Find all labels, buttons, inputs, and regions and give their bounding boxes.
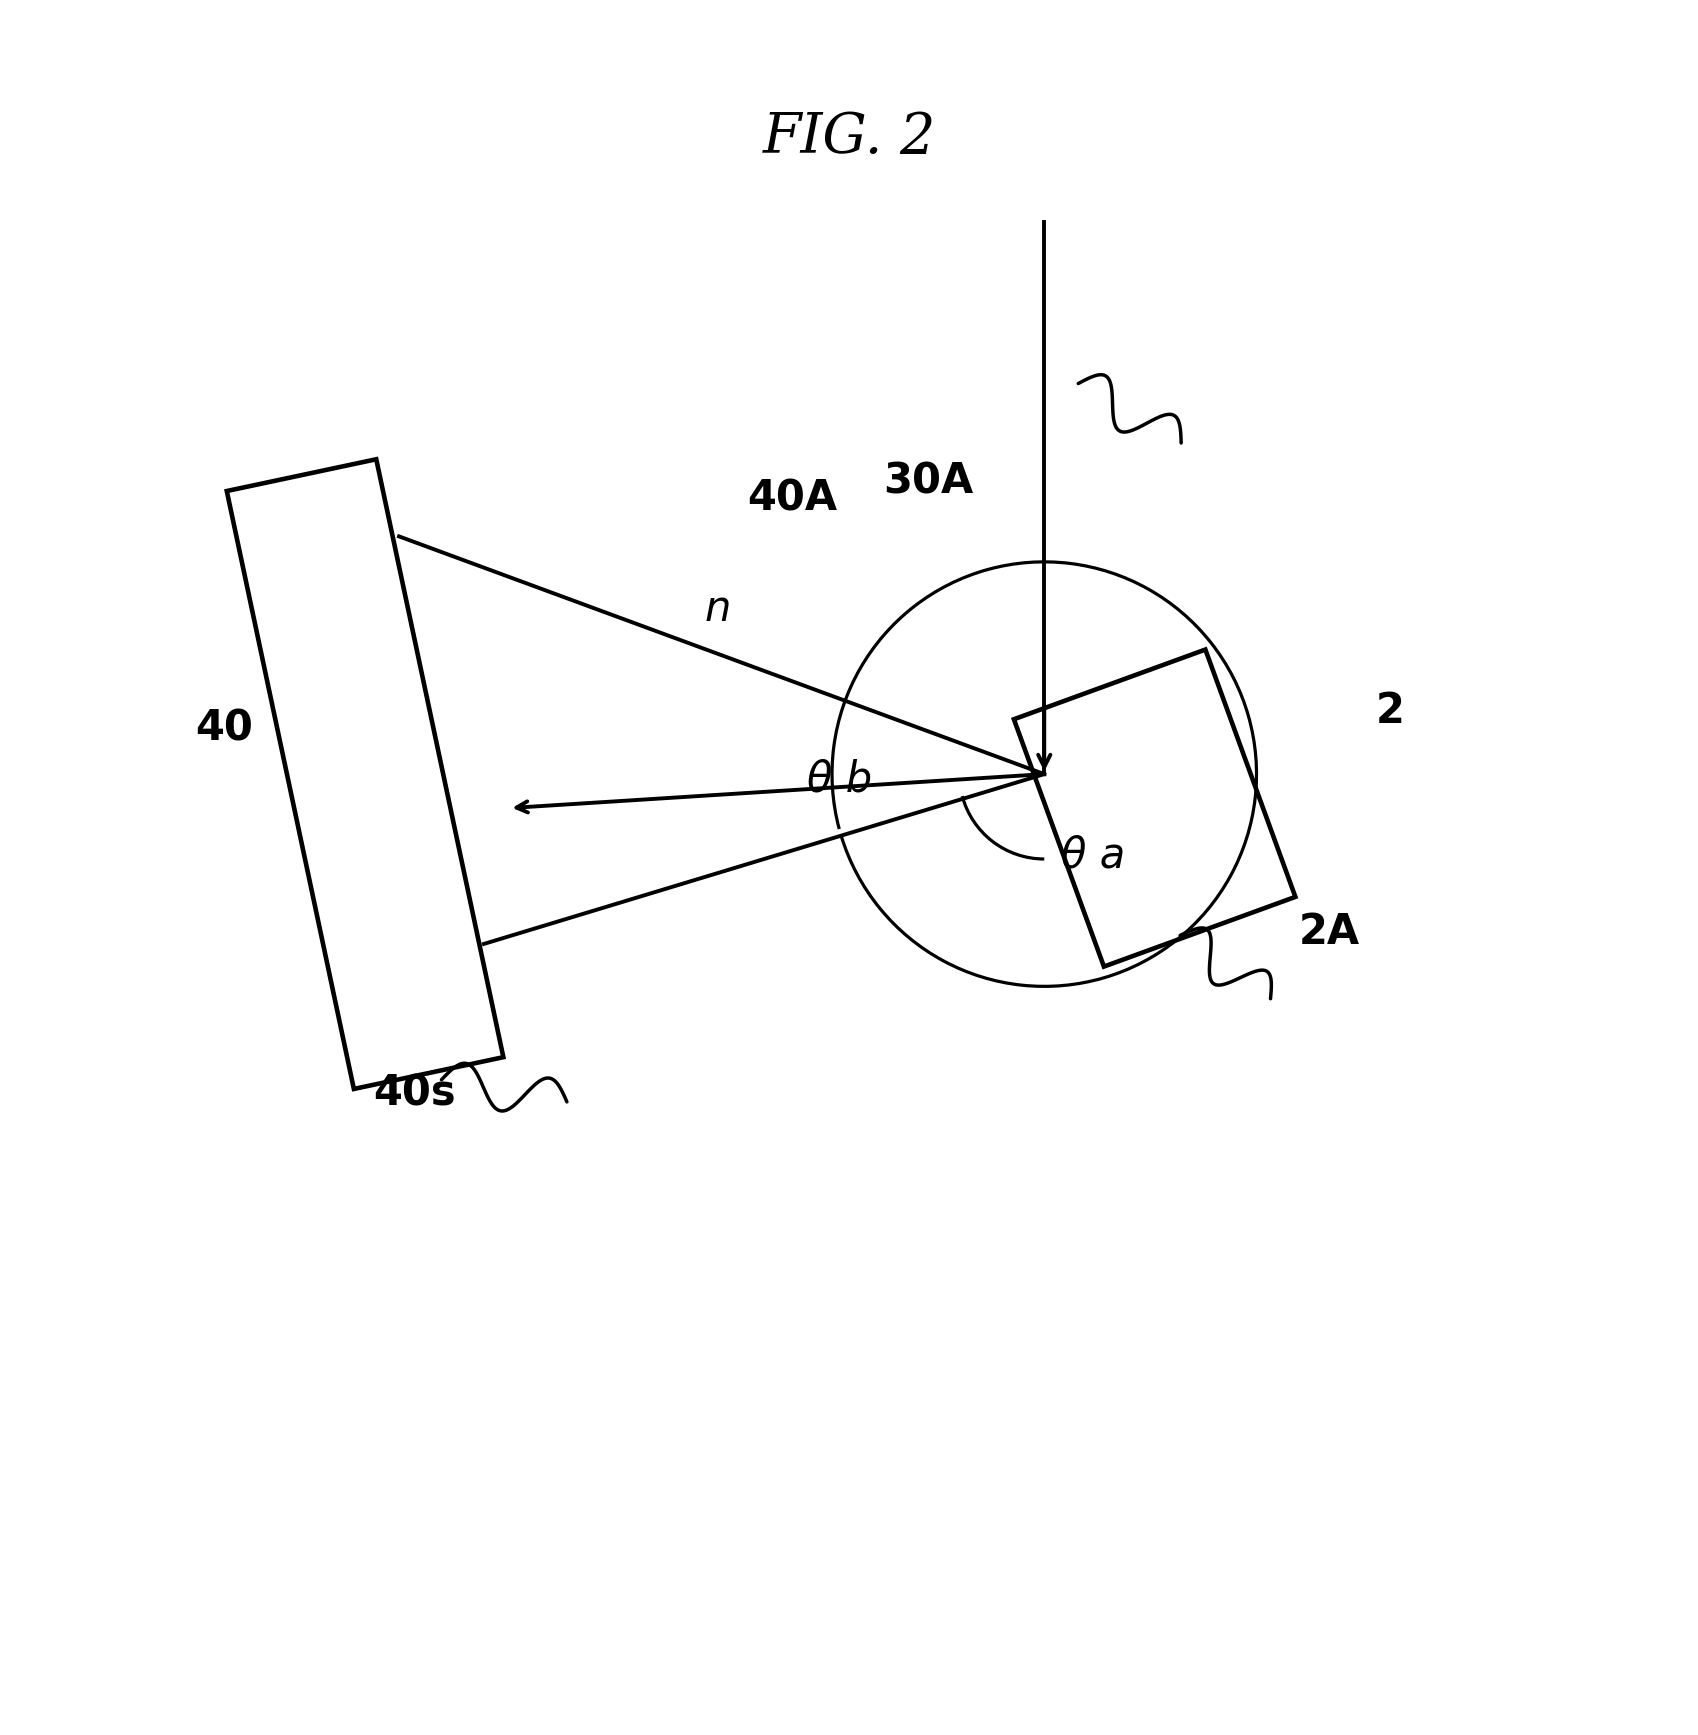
- Text: 40A: 40A: [747, 477, 837, 520]
- Text: 40: 40: [195, 708, 253, 750]
- Text: θ b: θ b: [807, 758, 871, 800]
- Text: 30A: 30A: [883, 462, 973, 503]
- Text: FIG. 2: FIG. 2: [762, 109, 936, 165]
- Text: 2A: 2A: [1299, 911, 1360, 953]
- Text: θ a: θ a: [1061, 835, 1126, 876]
- Text: 2: 2: [1375, 691, 1404, 732]
- Text: 40s: 40s: [374, 1072, 457, 1114]
- Text: n: n: [705, 588, 732, 630]
